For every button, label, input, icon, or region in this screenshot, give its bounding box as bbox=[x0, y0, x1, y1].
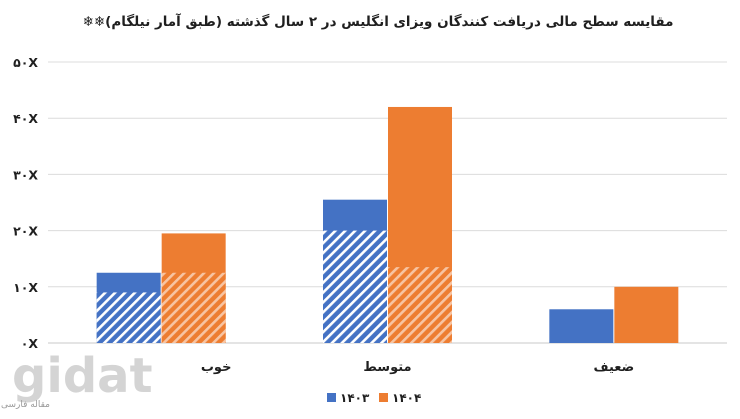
y-tick-label: ۰X bbox=[21, 336, 39, 351]
y-axis-ticks: ۰X ۱۰X ۲۰X ۳۰X ۴۰X ۵۰X bbox=[13, 55, 38, 351]
category-label: خوب bbox=[201, 360, 232, 375]
watermark: gidat مقاله فارسی ؛ فروشگاه دیجیتال bbox=[0, 348, 153, 410]
y-tick-label: ۲۰X bbox=[13, 224, 38, 239]
bar bbox=[614, 286, 679, 343]
bar-hatched-segment bbox=[388, 267, 452, 343]
bar-hatched-segment bbox=[161, 272, 226, 343]
legend-label: ۱۴۰۴ bbox=[392, 391, 421, 405]
x-axis-categories: خوب متوسط ضعیف bbox=[201, 360, 634, 375]
legend-swatch bbox=[379, 393, 388, 402]
bars bbox=[96, 106, 679, 344]
chart-title: مقایسه سطح مالی دریافت کنندگان ویزای انگ… bbox=[83, 13, 674, 30]
legend: ۱۴۰۳ ۱۴۰۴ bbox=[327, 391, 421, 405]
legend-swatch bbox=[327, 393, 336, 402]
watermark-subtitle: مقاله فارسی ؛ فروشگاه دیجیتال bbox=[0, 398, 50, 410]
category-label: ضعیف bbox=[593, 360, 634, 375]
y-tick-label: ۱۰X bbox=[13, 280, 38, 295]
legend-label: ۱۴۰۳ bbox=[340, 391, 370, 405]
y-tick-label: ۵۰X bbox=[13, 55, 38, 70]
category-label: متوسط bbox=[363, 360, 411, 375]
watermark-logo: gidat bbox=[12, 348, 153, 404]
y-tick-label: ۴۰X bbox=[13, 111, 38, 126]
bar-hatched-segment bbox=[96, 292, 161, 343]
y-tick-label: ۳۰X bbox=[13, 167, 38, 182]
gridlines bbox=[48, 61, 727, 344]
bar bbox=[549, 309, 614, 343]
bar-hatched-segment bbox=[323, 230, 387, 343]
